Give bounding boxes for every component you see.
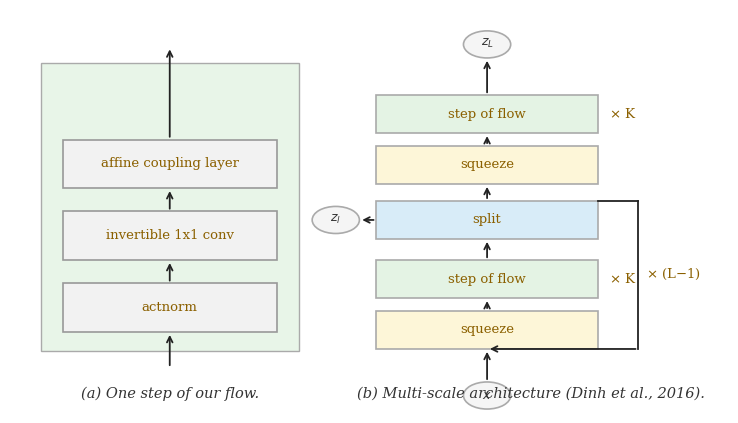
FancyBboxPatch shape bbox=[63, 283, 277, 332]
Text: $\times$ K: $\times$ K bbox=[609, 107, 636, 121]
FancyBboxPatch shape bbox=[376, 95, 598, 133]
Text: $x$: $x$ bbox=[482, 389, 492, 402]
FancyBboxPatch shape bbox=[63, 212, 277, 260]
Text: (b) Multi-scale architecture (Dinh et al., 2016).: (b) Multi-scale architecture (Dinh et al… bbox=[357, 386, 706, 401]
FancyBboxPatch shape bbox=[376, 260, 598, 298]
Text: actnorm: actnorm bbox=[142, 301, 198, 314]
Text: (a) One step of our flow.: (a) One step of our flow. bbox=[80, 386, 259, 401]
Text: $\times$ K: $\times$ K bbox=[609, 272, 636, 286]
Text: step of flow: step of flow bbox=[448, 273, 526, 286]
Text: squeeze: squeeze bbox=[460, 324, 514, 336]
Circle shape bbox=[463, 31, 511, 58]
Text: squeeze: squeeze bbox=[460, 159, 514, 171]
Text: invertible 1x1 conv: invertible 1x1 conv bbox=[106, 229, 234, 242]
Text: $z_l$: $z_l$ bbox=[331, 213, 341, 225]
Text: affine coupling layer: affine coupling layer bbox=[101, 157, 238, 170]
FancyBboxPatch shape bbox=[41, 63, 299, 351]
FancyBboxPatch shape bbox=[376, 201, 598, 239]
Circle shape bbox=[312, 206, 359, 233]
FancyBboxPatch shape bbox=[63, 140, 277, 188]
Text: $\times$ (L$-$1): $\times$ (L$-$1) bbox=[646, 267, 700, 283]
Circle shape bbox=[463, 382, 511, 409]
FancyBboxPatch shape bbox=[376, 311, 598, 349]
Text: step of flow: step of flow bbox=[448, 108, 526, 121]
Text: split: split bbox=[473, 214, 501, 226]
FancyBboxPatch shape bbox=[376, 146, 598, 184]
Text: $z_L$: $z_L$ bbox=[480, 37, 494, 50]
